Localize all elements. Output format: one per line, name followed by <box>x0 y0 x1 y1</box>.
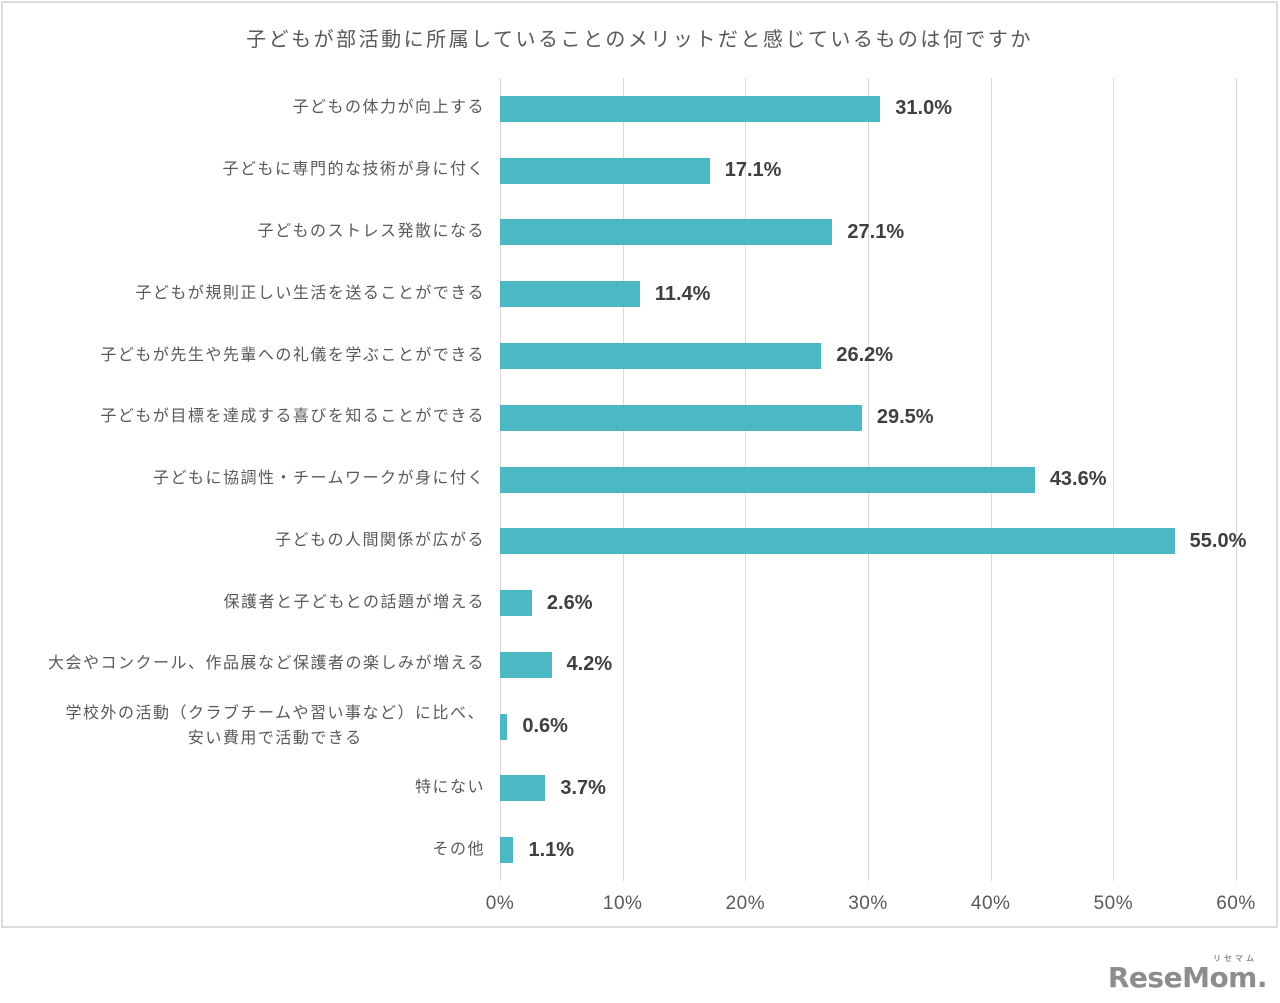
logo-text: ReseMom. <box>1107 961 1268 994</box>
bar <box>500 281 640 308</box>
category-label: 子どもが規則正しい生活を送ることができる <box>3 263 485 325</box>
category-label-text: 子どもが規則正しい生活を送ることができる <box>135 284 485 302</box>
gridline <box>1236 78 1237 881</box>
logo-furigana: リセマム <box>1213 954 1257 963</box>
bar-value-label: 27.1% <box>847 220 905 243</box>
x-tick-label: 20% <box>725 893 766 914</box>
bar-value-label: 4.2% <box>566 653 613 676</box>
bar <box>500 590 532 617</box>
bar <box>500 713 508 740</box>
x-axis: 0% 10% 20% 30% 40% 50% 60% <box>486 893 1256 921</box>
bar-value-label: 31.0% <box>895 97 952 120</box>
bar <box>500 775 546 802</box>
x-tick-label: 10% <box>602 893 643 914</box>
bar-value-label: 2.6% <box>546 591 593 614</box>
x-tick-label: 0% <box>485 893 515 914</box>
bar-value-label: 26.2% <box>836 344 894 367</box>
category-label: 子どものストレス発散になる <box>3 202 485 264</box>
category-label-text: 特にない <box>414 778 485 796</box>
category-label-text: 子どもに専門的な技術が身に付く <box>222 161 485 179</box>
chart-title: 子どもが部活動に所属していることのメリットだと感じているものは何ですか <box>246 29 1033 51</box>
category-label-text: 子どもの体力が向上する <box>292 99 485 117</box>
x-tick-label: 40% <box>970 893 1011 914</box>
category-label: 子どもが目標を達成する喜びを知ることができる <box>3 387 485 449</box>
bar-value-label: 55.0% <box>1189 529 1247 552</box>
category-label-text: 保護者と子どもとの話題が増える <box>223 593 485 611</box>
category-label-text: 子どもが先生や先輩への礼儀を学ぶことができる <box>100 346 485 364</box>
category-label: 学校外の活動（クラブチームや習い事など）に比べ、 安い費用で活動できる <box>3 696 485 758</box>
category-label: 子どもが先生や先輩への礼儀を学ぶことができる <box>3 325 485 387</box>
bar <box>500 95 881 122</box>
category-label-text: 子どもに協調性・チームワークが身に付く <box>152 470 485 488</box>
bar-value-label: 11.4% <box>654 282 711 305</box>
bar-value-label: 17.1% <box>724 159 782 182</box>
bar-value-label: 0.6% <box>522 715 568 738</box>
bar <box>500 342 822 369</box>
category-labels: 子どもの体力が向上する子どもに専門的な技術が身に付く子どものストレス発散になる子… <box>3 78 485 881</box>
category-label-text: その他 <box>432 840 485 858</box>
bar-value-label: 1.1% <box>528 838 575 861</box>
category-label-text: 子どもが目標を達成する喜びを知ることができる <box>100 408 485 426</box>
category-label: 子どもの人間関係が広がる <box>3 510 485 572</box>
chart-frame: 子どもが部活動に所属していることのメリットだと感じているものは何ですか 子どもの… <box>1 1 1278 928</box>
category-label-text: 子どものストレス発散になる <box>257 223 485 241</box>
plot-area: 31.0% 17.1% 27.1% 11.4% 26.2% 29.5% 43.6% 55.0%… <box>500 78 1246 881</box>
category-label: 特にない <box>3 757 485 819</box>
bar <box>500 837 514 864</box>
category-label-text: 学校外の活動（クラブチームや習い事など）に比べ、 安い費用で活動できる <box>65 704 485 747</box>
resemom-logo: リセマム ReseMom. <box>1107 953 1268 994</box>
category-label-text: 子どもの人間関係が広がる <box>274 531 485 549</box>
x-tick-label: 30% <box>848 893 888 914</box>
category-label: 子どもの体力が向上する <box>3 78 485 140</box>
category-label: 大会やコンクール、作品展など保護者の楽しみが増える <box>3 634 485 696</box>
category-label: 子どもに専門的な技術が身に付く <box>3 140 485 202</box>
bar <box>500 219 833 246</box>
bar <box>500 651 552 678</box>
bar <box>500 404 862 431</box>
bar <box>500 528 1175 555</box>
category-label: 子どもに協調性・チームワークが身に付く <box>3 449 485 511</box>
bar-value-label: 3.7% <box>560 776 606 799</box>
gridline <box>1113 78 1115 881</box>
category-label: 保護者と子どもとの話題が増える <box>3 572 485 634</box>
category-label: その他 <box>3 819 485 881</box>
bar <box>500 157 710 184</box>
bar-value-label: 43.6% <box>1049 467 1107 490</box>
x-tick-label: 60% <box>1216 893 1256 914</box>
bar-value-label: 29.5% <box>876 406 934 429</box>
category-label-text: 大会やコンクール、作品展など保護者の楽しみが増える <box>47 655 485 673</box>
bar <box>500 466 1035 493</box>
x-tick-label: 50% <box>1093 893 1134 914</box>
